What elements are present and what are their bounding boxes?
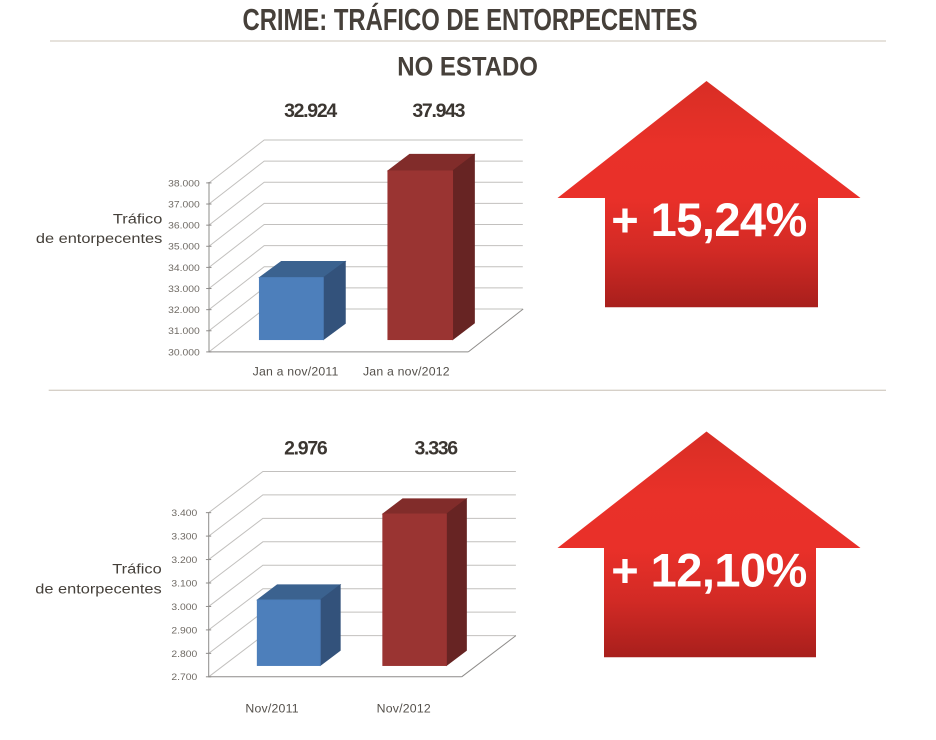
svg-text:35.000: 35.000 <box>168 242 200 252</box>
svg-text:2.800: 2.800 <box>171 649 198 659</box>
svg-text:33.000: 33.000 <box>168 284 200 294</box>
svg-text:34.000: 34.000 <box>168 263 200 273</box>
svg-text:3.300: 3.300 <box>171 532 198 542</box>
svg-text:31.000: 31.000 <box>168 327 200 337</box>
svg-text:Nov/2012: Nov/2012 <box>377 701 431 715</box>
svg-text:37.000: 37.000 <box>168 200 200 210</box>
svg-text:CRIME: TRÁFICO DE ENTORPECENTE: CRIME: TRÁFICO DE ENTORPECENTES <box>243 2 698 37</box>
svg-text:Jan a nov/2012: Jan a nov/2012 <box>363 365 450 379</box>
svg-text:3.336: 3.336 <box>415 438 459 460</box>
svg-text:3.400: 3.400 <box>171 509 198 519</box>
svg-text:32.924: 32.924 <box>284 100 337 122</box>
svg-text:de entorpecentes: de entorpecentes <box>35 581 162 597</box>
svg-text:3.100: 3.100 <box>171 579 198 589</box>
svg-text:3.200: 3.200 <box>171 556 198 566</box>
svg-text:2.700: 2.700 <box>171 673 198 683</box>
svg-text:3.000: 3.000 <box>171 602 198 612</box>
svg-text:NO ESTADO: NO ESTADO <box>397 52 538 82</box>
svg-text:2.900: 2.900 <box>171 626 198 636</box>
svg-text:37.943: 37.943 <box>412 100 465 122</box>
svg-text:+ 12,10%: + 12,10% <box>611 544 807 597</box>
svg-text:32.000: 32.000 <box>168 306 200 316</box>
svg-text:2.976: 2.976 <box>284 438 328 460</box>
svg-text:30.000: 30.000 <box>168 348 200 358</box>
svg-text:36.000: 36.000 <box>168 221 200 231</box>
svg-text:de entorpecentes: de entorpecentes <box>36 231 163 247</box>
svg-text:Nov/2011: Nov/2011 <box>245 701 298 715</box>
svg-text:+ 15,24%: + 15,24% <box>611 193 807 246</box>
svg-text:Jan a nov/2011: Jan a nov/2011 <box>253 365 339 379</box>
svg-text:Tráfico: Tráfico <box>113 211 162 227</box>
svg-text:38.000: 38.000 <box>168 179 200 189</box>
svg-text:Tráfico: Tráfico <box>112 562 161 578</box>
